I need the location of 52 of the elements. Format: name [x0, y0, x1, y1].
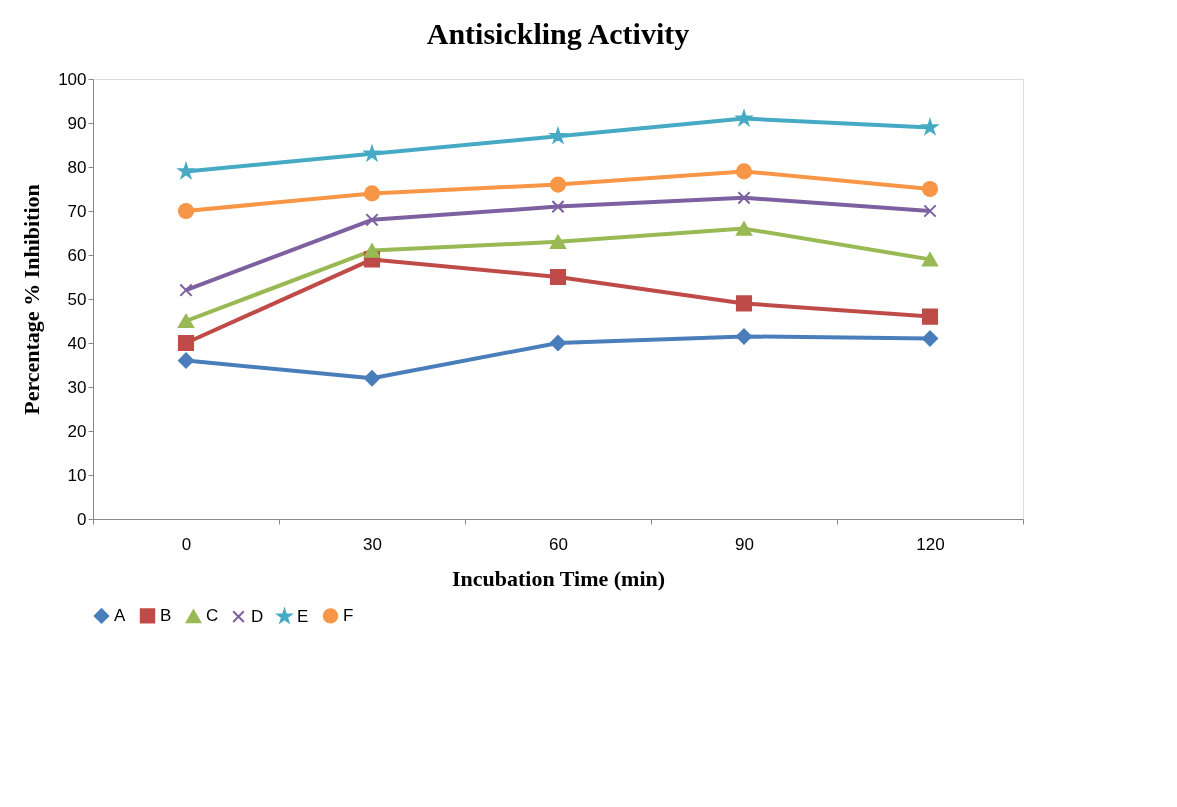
point — [549, 334, 567, 352]
point — [551, 199, 565, 214]
point — [178, 163, 194, 179]
point — [921, 330, 939, 347]
x-axis-title: Incubation Time (min) — [451, 565, 666, 591]
legend-label: A — [114, 605, 126, 625]
point — [550, 128, 566, 143]
point — [549, 176, 567, 193]
point — [179, 283, 193, 297]
y-tick-label: 40 — [67, 333, 87, 353]
point — [363, 185, 381, 202]
y-tick-label: 60 — [67, 245, 87, 265]
point — [735, 328, 753, 345]
point — [735, 221, 753, 236]
chart-title: Antisickling Activity — [426, 17, 690, 50]
point — [921, 308, 939, 325]
y-tick-label: 10 — [67, 465, 87, 485]
legend-label: F — [343, 605, 354, 625]
point — [921, 252, 939, 267]
legend-label: E — [297, 606, 309, 626]
point — [177, 334, 195, 352]
point — [922, 119, 938, 135]
point — [921, 180, 939, 198]
y-tick-label: 20 — [67, 421, 87, 441]
x-tick-label: 120 — [916, 534, 945, 554]
point — [735, 295, 753, 312]
y-tick-label: 100 — [58, 69, 87, 89]
point — [177, 352, 195, 369]
point — [177, 202, 195, 220]
point — [549, 268, 567, 286]
x-tick-label: 0 — [181, 534, 192, 554]
y-tick-label: 80 — [67, 157, 87, 177]
point — [737, 191, 751, 205]
legend-label: B — [160, 605, 172, 625]
y-tick-label: 90 — [67, 113, 87, 133]
point — [363, 370, 381, 387]
y-tick-label: 50 — [67, 289, 87, 309]
y-axis-title: Percentage % Inhibition — [19, 184, 45, 415]
point — [363, 243, 381, 258]
point — [735, 163, 753, 180]
point — [177, 313, 195, 329]
legend-label: D — [251, 606, 264, 626]
y-tick-label: 30 — [67, 377, 87, 397]
legend-label: C — [206, 606, 219, 626]
point — [549, 234, 567, 249]
x-tick-label: 90 — [735, 534, 754, 554]
point — [365, 213, 379, 227]
x-tick-label: 30 — [363, 534, 382, 554]
point — [923, 204, 937, 218]
y-tick-label: 70 — [67, 201, 87, 221]
x-tick-label: 60 — [549, 534, 568, 554]
y-tick-label: 0 — [77, 509, 87, 529]
